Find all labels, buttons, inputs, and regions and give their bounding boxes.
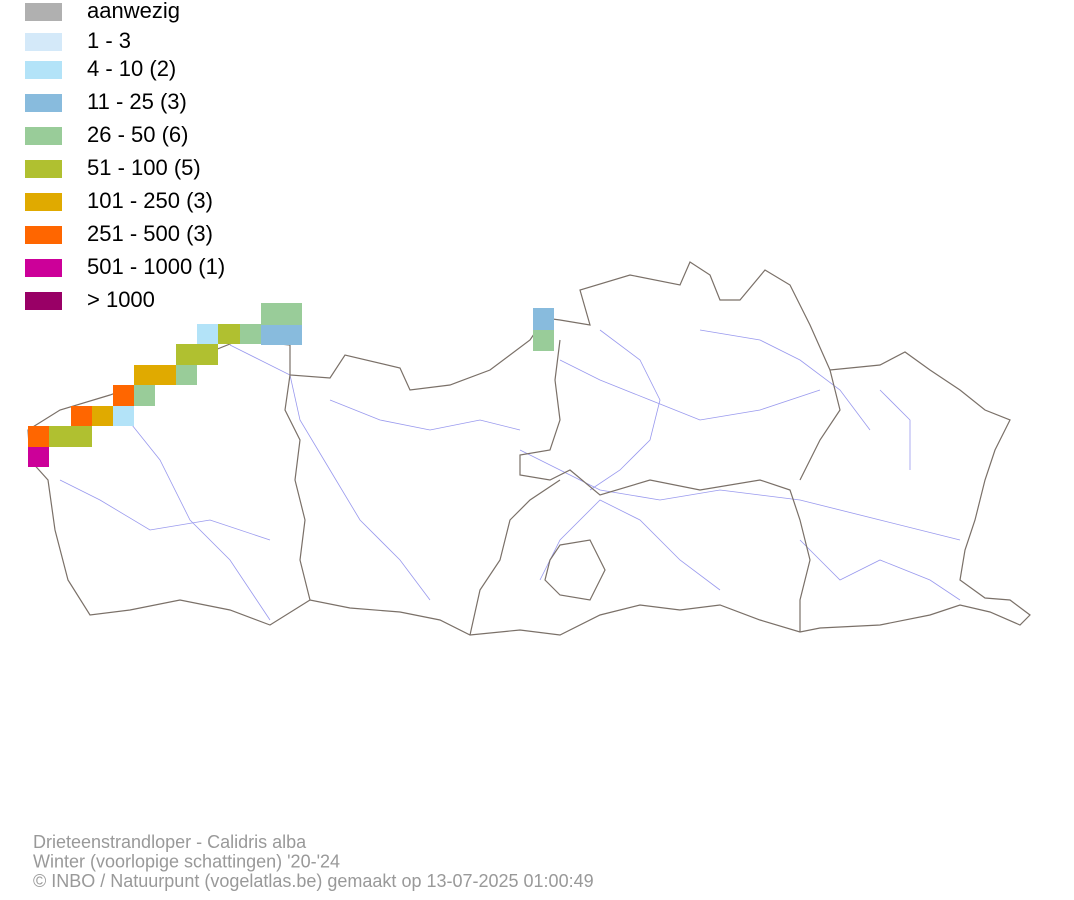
- footer-line: © INBO / Natuurpunt (vogelatlas.be) gema…: [33, 871, 594, 891]
- legend-label: 251 - 500 (3): [87, 221, 213, 246]
- legend-swatch: [25, 193, 62, 211]
- legend-swatch: [25, 160, 62, 178]
- legend-swatch: [25, 226, 62, 244]
- legend-label: 26 - 50 (6): [87, 122, 189, 147]
- legend-label: 4 - 10 (2): [87, 56, 176, 81]
- legend-label: aanwezig: [87, 0, 180, 23]
- rivers: [59, 329, 961, 621]
- legend-swatch: [25, 127, 62, 145]
- footer: Drieteenstrandloper - Calidris albaWinte…: [33, 832, 594, 891]
- legend-label: 101 - 250 (3): [87, 188, 213, 213]
- map-cell: [240, 324, 261, 344]
- legend-label: > 1000: [87, 287, 155, 312]
- region-outline: [27, 261, 1031, 636]
- grid-cells: [28, 303, 554, 467]
- map-cell: [71, 406, 92, 426]
- map-cell: [261, 325, 302, 345]
- borders: [27, 261, 1031, 636]
- map-cell: [49, 426, 92, 447]
- map-cell: [134, 365, 176, 385]
- map-cell: [28, 426, 49, 447]
- map-cell: [533, 330, 554, 351]
- legend: aanwezig 1 - 3 4 - 10 (2) 11 - 25 (3) 26 - 5…: [25, 0, 225, 312]
- map-cell: [113, 385, 134, 406]
- legend-label: 51 - 100 (5): [87, 155, 201, 180]
- map-cell: [92, 406, 113, 426]
- map-cell: [218, 324, 240, 344]
- map-cell: [134, 385, 155, 406]
- legend-label: 1 - 3: [87, 28, 131, 53]
- map-cell: [113, 406, 134, 426]
- map-cell: [197, 324, 218, 344]
- legend-swatch: [25, 94, 62, 112]
- footer-line: Drieteenstrandloper - Calidris alba: [33, 832, 307, 852]
- legend-label: 501 - 1000 (1): [87, 254, 225, 279]
- legend-swatch: [25, 3, 62, 21]
- map-cell: [176, 344, 218, 365]
- map-cell: [533, 308, 554, 330]
- legend-label: 11 - 25 (3): [87, 89, 187, 114]
- footer-line: Winter (voorlopige schattingen) '20-'24: [33, 851, 340, 871]
- map-cell: [28, 447, 49, 467]
- legend-swatch: [25, 259, 62, 277]
- map-cell: [261, 303, 302, 325]
- legend-swatch: [25, 61, 62, 79]
- legend-swatch: [25, 33, 62, 51]
- map-cell: [176, 365, 197, 385]
- legend-swatch: [25, 292, 62, 310]
